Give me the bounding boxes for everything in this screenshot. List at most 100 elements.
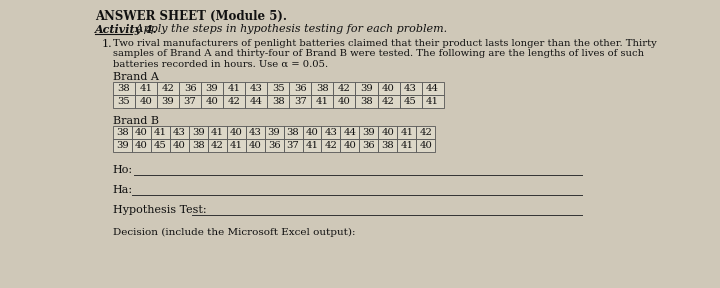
Text: 45: 45 [154,141,167,150]
Bar [170,139,189,152]
Text: 36: 36 [184,84,197,93]
Text: 40: 40 [230,128,243,137]
Text: 38: 38 [116,128,129,137]
Bar [170,126,189,139]
Bar [113,126,132,139]
Bar [265,126,284,139]
Text: 39: 39 [206,84,218,93]
Text: Apply the steps in hypothesis testing for each problem.: Apply the steps in hypothesis testing fo… [132,24,447,34]
Bar [113,95,135,108]
Bar [284,139,302,152]
Text: 40: 40 [305,128,318,137]
Text: 37: 37 [184,97,197,106]
Bar [302,126,322,139]
Text: Brand B: Brand B [113,116,159,126]
Bar [113,82,135,95]
Text: 43: 43 [250,84,263,93]
Bar [302,139,322,152]
Bar [207,139,227,152]
Bar [189,139,207,152]
Text: batteries recorded in hours. Use α = 0.05.: batteries recorded in hours. Use α = 0.0… [113,60,328,69]
Text: 40: 40 [338,97,351,106]
Text: Hypothesis Test:: Hypothesis Test: [113,205,207,215]
Bar [379,139,397,152]
Text: Ho:: Ho: [113,165,133,175]
Bar [157,82,179,95]
Bar [284,126,302,139]
Text: 39: 39 [116,141,129,150]
Text: 1.: 1. [102,39,112,49]
Text: 40: 40 [206,97,219,106]
Bar [113,139,132,152]
Bar [157,95,179,108]
Text: 42: 42 [325,141,338,150]
Bar [189,126,207,139]
Bar [246,139,265,152]
Bar [311,82,333,95]
Text: 36: 36 [363,141,375,150]
Text: 41: 41 [400,141,413,150]
Bar [400,82,422,95]
Text: 40: 40 [173,141,186,150]
Bar [322,126,341,139]
Text: 39: 39 [162,97,174,106]
Text: Activity 4.: Activity 4. [95,24,158,35]
Text: 41: 41 [400,128,413,137]
Text: 40: 40 [140,97,153,106]
Bar [359,139,379,152]
Text: Decision (include the Microsoft Excel output):: Decision (include the Microsoft Excel ou… [113,228,356,237]
Text: 38: 38 [287,128,300,137]
Text: 41: 41 [426,97,439,106]
Bar [379,126,397,139]
Bar [150,139,170,152]
Text: 36: 36 [294,84,307,93]
Bar [356,82,377,95]
Text: 43: 43 [173,128,186,137]
Text: 38: 38 [192,141,204,150]
Bar [422,82,444,95]
Text: 36: 36 [268,141,280,150]
Text: Brand A: Brand A [113,72,159,82]
Text: 42: 42 [419,128,432,137]
Text: 35: 35 [117,97,130,106]
Bar [265,139,284,152]
Bar [333,95,356,108]
Text: 43: 43 [248,128,261,137]
Text: 40: 40 [419,141,432,150]
Text: 42: 42 [228,97,240,106]
Text: samples of Brand A and thirty-four of Brand B were tested. The following are the: samples of Brand A and thirty-four of Br… [113,50,644,58]
Bar [416,139,436,152]
Bar [359,126,379,139]
Text: 39: 39 [363,128,375,137]
Text: 40: 40 [343,141,356,150]
Text: 40: 40 [382,128,395,137]
Bar [400,95,422,108]
Text: 41: 41 [154,128,167,137]
Bar [227,126,246,139]
Text: 41: 41 [230,141,243,150]
Text: 39: 39 [360,84,373,93]
Bar [397,126,416,139]
Bar [132,139,150,152]
Bar [289,82,311,95]
Text: 40: 40 [135,141,148,150]
Bar [135,95,157,108]
Bar [377,82,400,95]
Bar [246,95,267,108]
Bar [377,95,400,108]
Bar [223,82,246,95]
Bar [135,82,157,95]
Text: 43: 43 [325,128,338,137]
Text: 38: 38 [316,84,329,93]
Bar [179,82,201,95]
Text: 44: 44 [426,84,439,93]
Text: 38: 38 [272,97,284,106]
Text: 39: 39 [192,128,204,137]
Bar [416,126,436,139]
Bar [322,139,341,152]
Text: 40: 40 [135,128,148,137]
Bar [422,95,444,108]
Bar [132,126,150,139]
Text: 41: 41 [305,141,318,150]
Text: 45: 45 [404,97,417,106]
